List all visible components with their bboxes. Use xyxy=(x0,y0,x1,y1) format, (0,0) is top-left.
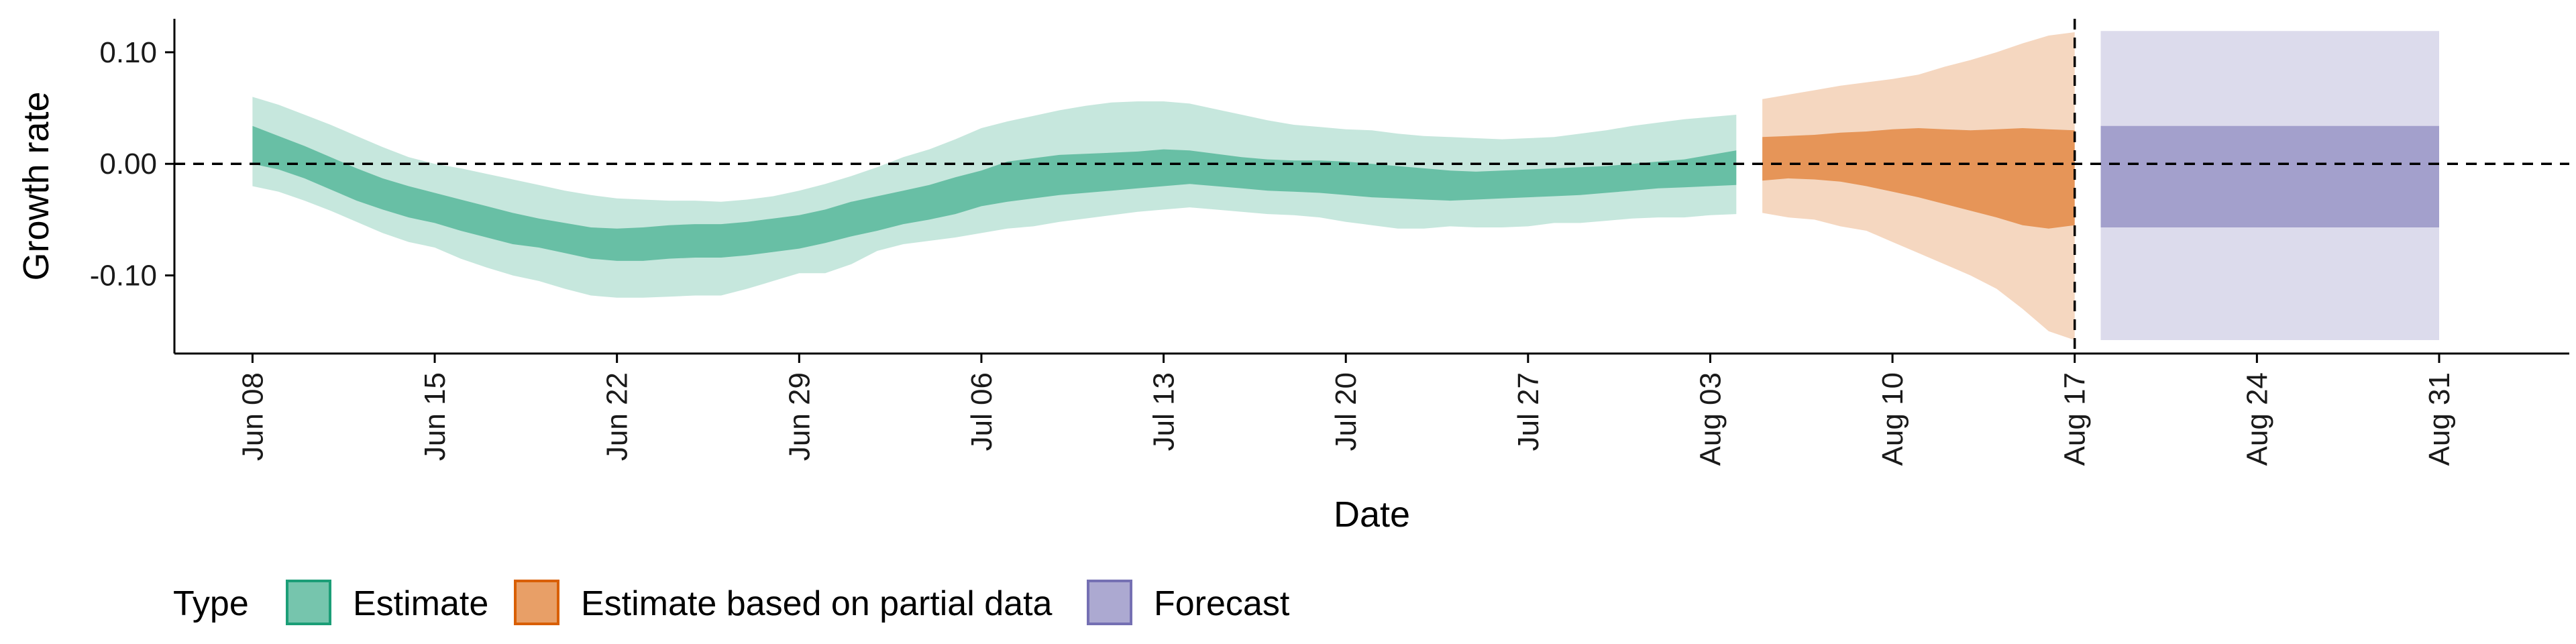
axes xyxy=(173,19,2569,355)
legend-label-estimate: Estimate xyxy=(353,584,488,623)
estimate-based-on-partial-data-inner-band xyxy=(1762,128,2075,229)
x-tick-label: Aug 17 xyxy=(2059,372,2092,466)
x-tick-label: Jul 13 xyxy=(1148,372,1181,451)
x-tick-label: Aug 24 xyxy=(2241,372,2273,466)
x-tick-label: Aug 10 xyxy=(1876,372,1909,466)
estimate-inner-band xyxy=(252,125,1737,261)
x-tick-label: Jun 29 xyxy=(783,372,816,461)
x-tick-label: Jul 20 xyxy=(1330,372,1362,451)
x-tick-label: Jul 27 xyxy=(1512,372,1545,451)
x-tick-label: Aug 31 xyxy=(2423,372,2456,466)
x-tick-label: Jun 22 xyxy=(601,372,634,461)
legend-swatch-estimate-based-on-partial-data xyxy=(514,580,559,625)
x-axis-title: Date xyxy=(1334,494,1410,535)
y-tick-label: 0.00 xyxy=(99,148,157,180)
legend-title: Type xyxy=(173,584,249,623)
forecast-inner-band xyxy=(2100,125,2439,227)
legend-label-estimate-based-on-partial-data: Estimate based on partial data xyxy=(581,584,1053,623)
legend-swatch-estimate xyxy=(286,580,331,625)
y-tick-label: -0.10 xyxy=(90,260,157,292)
legend-label-forecast: Forecast xyxy=(1154,584,1290,623)
x-tick-label: Jul 06 xyxy=(965,372,998,451)
x-tick-label: Jun 15 xyxy=(419,372,451,461)
y-ticks: 0.10 0.00 -0.10 xyxy=(90,36,174,292)
legend: Type Estimate Estimate based on partial d… xyxy=(173,580,1290,625)
bands-layer xyxy=(252,31,2439,341)
x-tick-label: Jun 08 xyxy=(236,372,269,461)
legend-swatch-forecast xyxy=(1087,580,1132,625)
reference-lines xyxy=(174,19,2569,354)
y-axis-title: Growth rate xyxy=(16,91,56,280)
x-ticks: Jun 08 Jun 15 Jun 22 Jun 29 Jul 06 Jul 13 Jul … xyxy=(236,354,2456,466)
x-tick-label: Aug 03 xyxy=(1694,372,1727,466)
y-tick-label: 0.10 xyxy=(99,36,157,69)
